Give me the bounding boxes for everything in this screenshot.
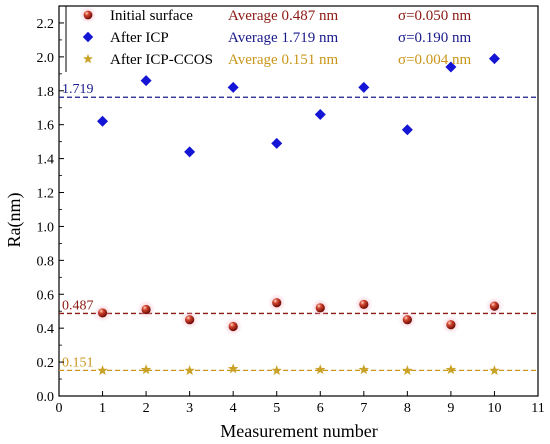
- data-point: [358, 364, 370, 375]
- y-tick-label: 0.6: [37, 288, 55, 303]
- data-point: [180, 310, 199, 329]
- y-tick-label: 0.8: [37, 254, 55, 269]
- data-point: [267, 293, 286, 312]
- x-tick-label: 1: [99, 401, 106, 416]
- data-markers: [93, 53, 504, 376]
- x-tick-label: 3: [186, 401, 193, 416]
- data-point: [485, 297, 504, 316]
- legend-marker: [79, 6, 97, 24]
- data-point: [354, 295, 373, 314]
- legend-marker: [82, 31, 94, 43]
- x-tick-label: 4: [230, 401, 237, 416]
- data-point: [311, 298, 330, 317]
- y-tick-label: 0.0: [37, 390, 55, 405]
- data-point: [402, 365, 413, 376]
- data-point: [184, 365, 195, 376]
- data-point: [398, 310, 417, 329]
- axis-ticks: 0 1 2 3 4 5 6 7 8 9 10 11 0.0 0.2 0.4 0.6 0.8 1.0 1.2 1.4 1.…: [37, 17, 545, 416]
- plot-area-border: [58, 5, 539, 397]
- data-point: [445, 364, 457, 375]
- y-tick-label: 0.2: [37, 356, 55, 371]
- data-point: [140, 364, 152, 375]
- data-point: [140, 75, 152, 87]
- x-tick-label: 2: [143, 401, 150, 416]
- data-point: [314, 109, 326, 121]
- legend-sigma: σ=0.050 nm: [398, 8, 472, 24]
- y-axis-title: Ra(nm): [4, 193, 25, 248]
- x-tick-label: 8: [404, 401, 411, 416]
- legend-average: Average 1.719 nm: [228, 30, 338, 46]
- x-tick-label: 10: [487, 401, 501, 416]
- y-tick-label: 1.8: [37, 85, 55, 100]
- x-tick-label: 6: [317, 401, 324, 416]
- data-point: [224, 317, 243, 336]
- data-point: [358, 81, 370, 93]
- x-tick-label: 11: [531, 401, 544, 416]
- data-point: [271, 365, 282, 376]
- mean-line-label: 0.151: [62, 355, 94, 370]
- x-tick-label: 9: [447, 401, 454, 416]
- data-point: [227, 363, 239, 374]
- data-point: [445, 61, 457, 73]
- y-tick-label: 1.0: [37, 220, 55, 235]
- data-point: [441, 315, 460, 334]
- mean-line-label: 1.719: [62, 82, 94, 97]
- data-point: [97, 115, 109, 127]
- y-tick-label: 0.4: [37, 322, 55, 337]
- data-point: [488, 53, 500, 65]
- plot-frame: [58, 5, 539, 397]
- legend-sigma: σ=0.004 nm: [398, 52, 472, 68]
- y-tick-label: 1.6: [37, 119, 55, 134]
- data-point: [271, 137, 283, 149]
- data-point: [97, 365, 108, 376]
- data-point: [401, 124, 413, 136]
- y-tick-label: 1.2: [37, 187, 55, 202]
- mean-line-label: 0.487: [62, 298, 94, 313]
- x-tick-label: 0: [56, 401, 63, 416]
- y-tick-label: 1.4: [37, 153, 55, 168]
- legend-sigma: σ=0.190 nm: [398, 30, 472, 46]
- mean-reference-lines: 0.487 1.719 0.151: [59, 82, 538, 372]
- y-tick-label: 2.0: [37, 51, 55, 66]
- data-point: [227, 81, 239, 93]
- data-point: [315, 364, 326, 375]
- x-tick-label: 5: [273, 401, 280, 416]
- x-axis-title: Measurement number: [220, 421, 377, 441]
- legend-series-name: Initial surface: [110, 8, 193, 24]
- data-point: [489, 365, 500, 376]
- legend-average: Average 0.151 nm: [228, 52, 338, 68]
- legend-series-name: After ICP-CCOS: [110, 52, 213, 68]
- legend-average: Average 0.487 nm: [228, 8, 338, 24]
- legend-marker: [83, 53, 93, 64]
- legend: Initial surface Average 0.487 nm σ=0.050 n…: [65, 6, 472, 72]
- y-tick-label: 2.2: [37, 17, 55, 32]
- data-point: [93, 303, 112, 322]
- legend-series-name: After ICP: [110, 30, 169, 46]
- data-point: [137, 300, 156, 319]
- x-tick-label: 7: [360, 401, 367, 416]
- data-point: [184, 146, 196, 158]
